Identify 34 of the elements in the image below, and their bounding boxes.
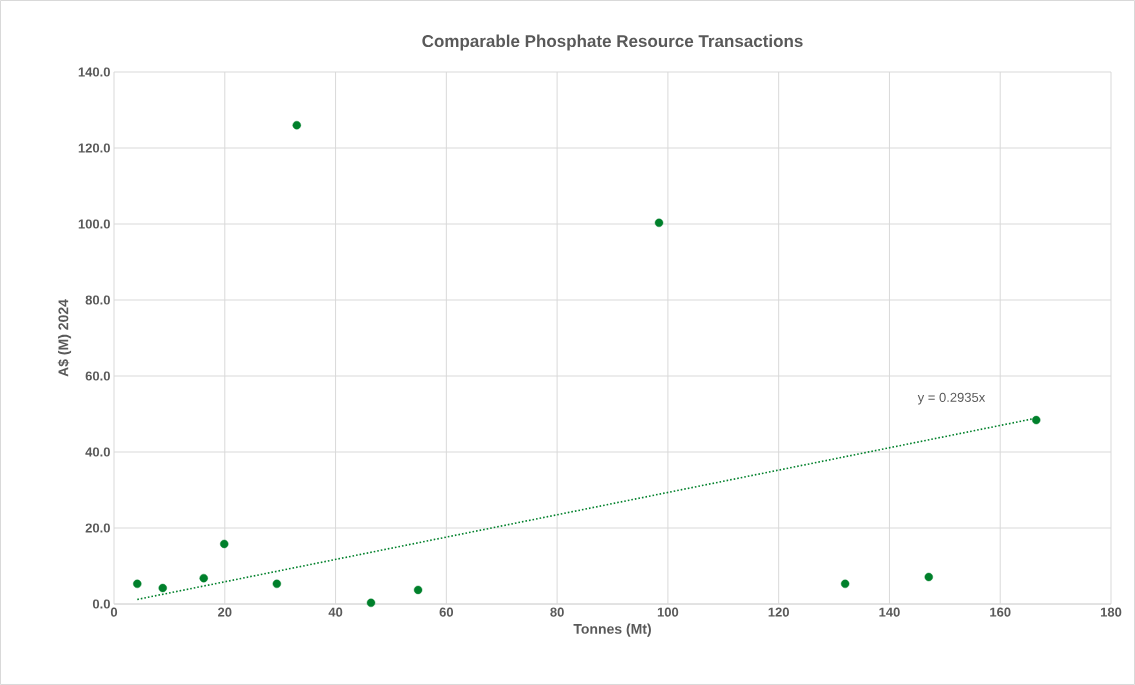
y-tick-label: 20.0 — [85, 523, 110, 533]
point — [272, 579, 282, 589]
x-tick-label: 80 — [550, 607, 564, 617]
x-tick-label: 0 — [110, 607, 118, 617]
y-tick-label: 100.0 — [78, 219, 110, 229]
y-tick-label: 120.0 — [78, 143, 110, 153]
point — [133, 579, 142, 589]
point — [654, 218, 664, 228]
x-tick-label: 180 — [1100, 607, 1122, 617]
point — [924, 572, 933, 582]
point — [840, 579, 850, 589]
y-tick-label: 140.0 — [78, 67, 110, 77]
y-axis-title: A$ (M) 2024 — [57, 299, 72, 377]
x-tick-label: 60 — [439, 607, 454, 617]
annotation: y = 0.2935x — [917, 392, 986, 405]
x-tick-label: 40 — [328, 607, 343, 617]
point — [366, 598, 376, 608]
x-axis-title: Tonnes (Mt) — [573, 623, 651, 637]
x-tick-label: 160 — [990, 607, 1011, 617]
point — [1032, 415, 1041, 425]
chart-title: Comparable Phosphate Resource Transactions — [422, 34, 803, 51]
x-tick-label: 140 — [879, 607, 900, 617]
point — [158, 583, 167, 593]
point — [292, 120, 301, 130]
y-tick-label: 40.0 — [85, 447, 110, 457]
x-tick-label: 120 — [768, 607, 789, 617]
point — [220, 539, 229, 549]
x-tick-label: 100 — [657, 607, 679, 617]
y-tick-label: 60.0 — [85, 371, 110, 381]
point — [199, 573, 208, 583]
x-tick-label: 20 — [218, 607, 232, 617]
point — [413, 585, 423, 595]
y-tick-label: 80.0 — [85, 295, 110, 305]
y-tick-label: 0.0 — [92, 599, 110, 609]
